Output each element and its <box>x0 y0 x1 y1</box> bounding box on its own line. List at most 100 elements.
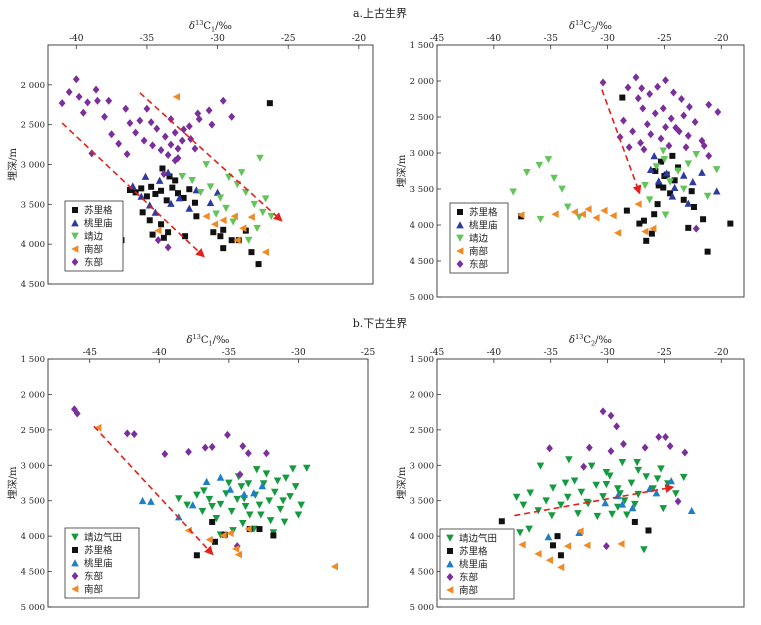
y-tick-label: 4 000 <box>21 240 45 250</box>
data-point <box>92 85 100 94</box>
data-point <box>657 134 665 143</box>
trend-arrow <box>139 92 283 222</box>
series-东部 <box>71 405 270 551</box>
data-point <box>583 541 591 550</box>
y-tick-label: 2 000 <box>21 390 45 400</box>
data-point <box>227 507 236 516</box>
legend-label: 东部 <box>469 259 488 271</box>
data-point <box>671 490 680 498</box>
data-point <box>202 477 211 485</box>
data-point <box>230 212 238 221</box>
data-point <box>649 485 657 493</box>
data-point <box>685 224 692 231</box>
data-point <box>289 465 297 473</box>
data-point <box>512 493 521 501</box>
data-point <box>262 470 271 478</box>
legend-label: 苏里格 <box>469 207 498 219</box>
data-point <box>645 196 654 204</box>
data-point <box>652 489 661 497</box>
data-point <box>245 511 254 519</box>
data-point <box>213 188 222 196</box>
data-point <box>700 216 707 223</box>
series-东部 <box>546 407 689 551</box>
data-point <box>599 407 607 416</box>
x-axis-label: δ13C2/‰ <box>569 333 612 348</box>
data-point <box>151 208 160 216</box>
data-point <box>647 130 655 139</box>
data-point <box>205 106 213 115</box>
data-point <box>147 118 155 127</box>
legend-marker <box>71 258 79 266</box>
data-point <box>620 497 629 505</box>
data-point <box>688 188 695 195</box>
data-point <box>662 123 669 132</box>
data-point <box>519 501 528 509</box>
data-point <box>681 448 689 457</box>
data-point <box>210 220 219 229</box>
data-point <box>139 209 146 216</box>
data-point <box>222 204 230 213</box>
data-point <box>158 221 165 228</box>
data-point <box>602 468 611 477</box>
data-point <box>602 481 611 489</box>
data-point <box>101 112 108 121</box>
data-point <box>682 143 690 152</box>
series-桃里庙 <box>646 152 721 207</box>
data-point <box>212 515 221 523</box>
data-point <box>236 470 244 479</box>
data-point <box>182 233 189 240</box>
data-point <box>607 447 615 456</box>
data-point <box>165 229 172 236</box>
data-point <box>613 229 622 237</box>
data-point <box>130 430 138 439</box>
data-point <box>705 151 713 160</box>
y-tick-label: 4 500 <box>410 257 434 267</box>
data-point <box>79 108 87 117</box>
legend-marker <box>456 221 464 229</box>
legend-label: 桃里庙 <box>469 220 498 232</box>
x-tick-label: -25 <box>657 34 672 44</box>
data-point <box>195 115 203 124</box>
legend-marker <box>71 533 79 541</box>
y-tick-label: 1 500 <box>410 355 434 365</box>
legend-marker <box>446 586 454 594</box>
series-南部 <box>518 527 625 572</box>
legend-marker <box>446 573 454 581</box>
data-point <box>226 485 235 493</box>
legend-label: 南部 <box>459 585 478 597</box>
data-point <box>224 430 231 439</box>
data-point <box>233 495 242 504</box>
data-point <box>232 545 240 553</box>
data-point <box>563 203 572 211</box>
data-point <box>655 432 663 441</box>
data-point <box>167 140 175 149</box>
data-point <box>276 505 285 514</box>
series-南部 <box>154 92 270 256</box>
data-point <box>684 160 693 168</box>
legend-marker <box>71 585 79 593</box>
data-point <box>609 211 617 220</box>
x-tick-label: -25 <box>281 34 296 44</box>
data-point <box>138 185 145 192</box>
data-point <box>634 466 643 475</box>
data-point <box>258 208 267 217</box>
data-point <box>193 213 200 220</box>
legend-label: 东部 <box>84 571 103 583</box>
data-point <box>208 120 216 129</box>
data-point <box>266 517 275 525</box>
data-point <box>643 237 650 244</box>
data-point <box>624 83 632 92</box>
data-point <box>75 92 83 101</box>
data-point <box>631 500 639 509</box>
data-point <box>654 177 663 185</box>
data-point <box>634 490 643 499</box>
data-point <box>212 210 220 218</box>
data-point <box>256 154 264 162</box>
x-tick-label: -35 <box>543 348 558 358</box>
data-point <box>152 190 159 197</box>
data-point <box>160 234 167 241</box>
data-point <box>205 495 214 504</box>
data-point <box>137 192 146 200</box>
x-axis-label: δ13C1/‰ <box>187 333 230 348</box>
data-point <box>146 217 153 224</box>
